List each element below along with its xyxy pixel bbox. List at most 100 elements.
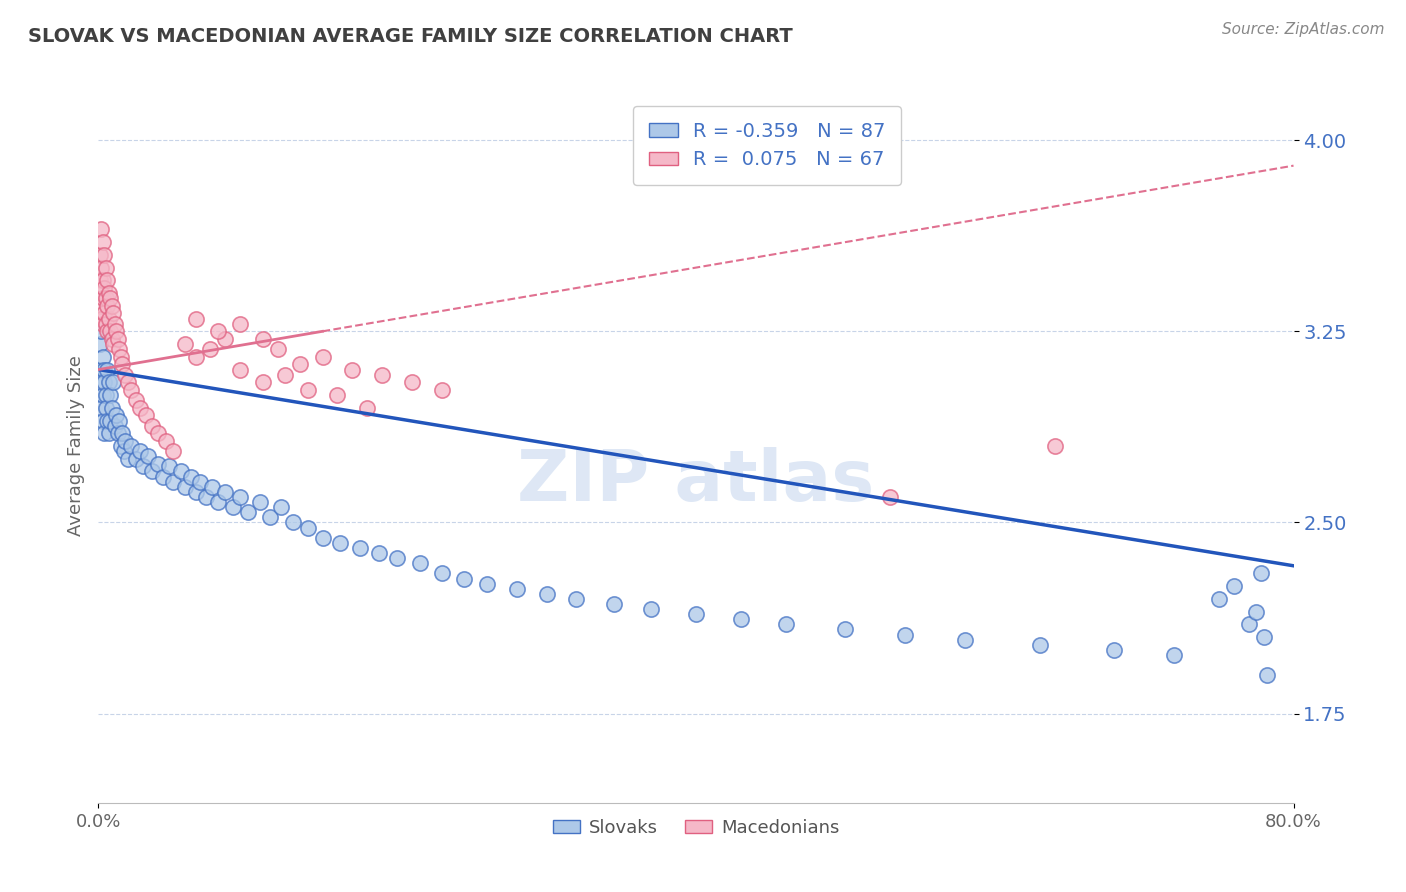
Point [114,434,136,448]
Point [536,587,558,601]
Point [236,505,259,519]
Point [91,273,114,287]
Point [96,324,118,338]
Point [214,332,236,346]
Point [120,383,142,397]
Point [90,401,112,415]
Point [155,434,177,448]
Point [89,248,111,262]
Point [104,317,127,331]
Point [200,342,222,356]
Point [90,222,112,236]
Point [91,413,114,427]
Point [1223,579,1246,593]
Point [93,306,115,320]
Text: SLOVAK VS MACEDONIAN AVERAGE FAMILY SIZE CORRELATION CHART: SLOVAK VS MACEDONIAN AVERAGE FAMILY SIZE… [28,27,793,45]
Point [430,383,453,397]
Point [108,413,131,427]
Point [105,324,128,338]
Point [184,311,207,326]
Legend: Slovaks, Macedonians: Slovaks, Macedonians [546,812,846,844]
Point [162,475,184,489]
Point [148,457,170,471]
Point [329,536,352,550]
Point [103,306,125,320]
Point [311,531,333,545]
Point [311,350,333,364]
Point [1163,648,1185,662]
Point [135,409,157,423]
Point [252,332,274,346]
Point [157,459,180,474]
Point [141,418,163,433]
Point [879,490,901,504]
Point [342,362,364,376]
Point [408,556,430,570]
Point [136,449,159,463]
Point [90,324,112,338]
Point [1253,630,1275,644]
Point [640,602,662,616]
Text: Source: ZipAtlas.com: Source: ZipAtlas.com [1222,22,1385,37]
Point [111,426,134,441]
Point [108,342,131,356]
Point [297,520,319,534]
Point [97,426,120,441]
Point [270,500,292,515]
Point [141,465,163,479]
Point [97,376,120,390]
Point [603,597,626,611]
Point [89,337,111,351]
Point [91,350,114,364]
Point [129,401,152,415]
Point [152,469,174,483]
Point [229,317,252,331]
Point [89,299,111,313]
Point [201,480,224,494]
Point [103,337,125,351]
Point [129,444,152,458]
Point [356,401,378,415]
Point [148,426,170,441]
Point [104,418,127,433]
Point [91,291,114,305]
Point [103,376,125,390]
Point [94,291,117,305]
Point [297,383,319,397]
Point [91,235,114,249]
Point [207,495,229,509]
Point [97,311,120,326]
Point [259,510,281,524]
Point [89,273,111,287]
Point [96,362,118,376]
Point [229,362,252,376]
Point [105,409,128,423]
Point [94,388,117,402]
Point [1237,617,1260,632]
Point [685,607,707,622]
Point [267,342,290,356]
Point [274,368,297,382]
Point [1043,439,1066,453]
Point [110,439,132,453]
Point [1208,591,1230,606]
Point [97,286,120,301]
Point [101,401,124,415]
Point [506,582,529,596]
Point [90,286,112,301]
Point [94,317,117,331]
Point [117,451,139,466]
Point [94,401,117,415]
Point [1244,605,1267,619]
Point [453,572,475,586]
Point [93,426,115,441]
Point [1104,643,1126,657]
Point [368,546,391,560]
Point [96,413,118,427]
Point [184,350,207,364]
Point [326,388,349,402]
Point [112,444,135,458]
Point [288,358,311,372]
Point [214,484,236,499]
Point [1256,668,1278,682]
